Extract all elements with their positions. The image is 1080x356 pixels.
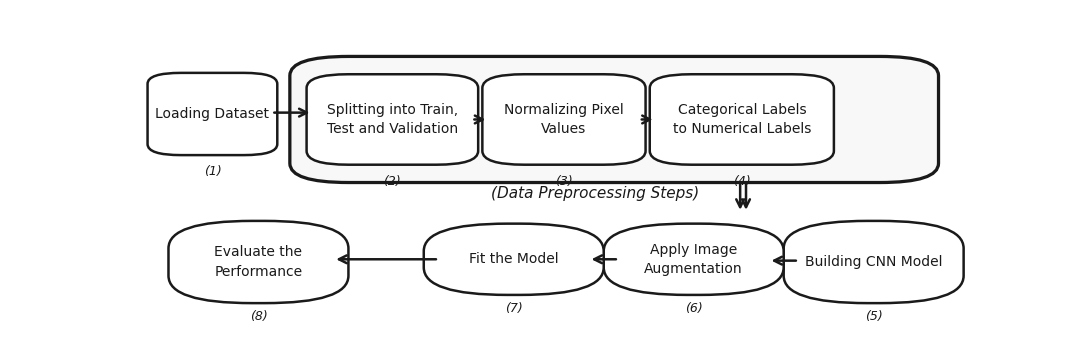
Text: (1): (1): [203, 165, 221, 178]
Text: Splitting into Train,
Test and Validation: Splitting into Train, Test and Validatio…: [327, 103, 458, 136]
FancyBboxPatch shape: [784, 221, 963, 303]
FancyBboxPatch shape: [423, 224, 604, 295]
Text: (2): (2): [383, 175, 402, 188]
FancyBboxPatch shape: [483, 74, 646, 165]
Text: Fit the Model: Fit the Model: [469, 252, 558, 266]
FancyBboxPatch shape: [289, 57, 939, 183]
Text: Loading Dataset: Loading Dataset: [156, 107, 269, 121]
Text: Categorical Labels
to Numerical Labels: Categorical Labels to Numerical Labels: [673, 103, 811, 136]
Text: (4): (4): [733, 175, 751, 188]
Text: Evaluate the
Performance: Evaluate the Performance: [215, 245, 302, 279]
FancyBboxPatch shape: [307, 74, 478, 165]
Text: (3): (3): [555, 175, 572, 188]
Text: (Data Preprocessing Steps): (Data Preprocessing Steps): [491, 186, 700, 201]
FancyBboxPatch shape: [650, 74, 834, 165]
Text: (8): (8): [249, 310, 268, 323]
FancyBboxPatch shape: [148, 73, 278, 155]
Text: Apply Image
Augmentation: Apply Image Augmentation: [645, 242, 743, 276]
Text: (7): (7): [504, 302, 523, 315]
Text: (5): (5): [865, 310, 882, 323]
Text: Building CNN Model: Building CNN Model: [805, 255, 943, 269]
Text: (6): (6): [685, 302, 703, 315]
Text: Normalizing Pixel
Values: Normalizing Pixel Values: [504, 103, 624, 136]
FancyBboxPatch shape: [168, 221, 349, 303]
FancyBboxPatch shape: [604, 224, 784, 295]
